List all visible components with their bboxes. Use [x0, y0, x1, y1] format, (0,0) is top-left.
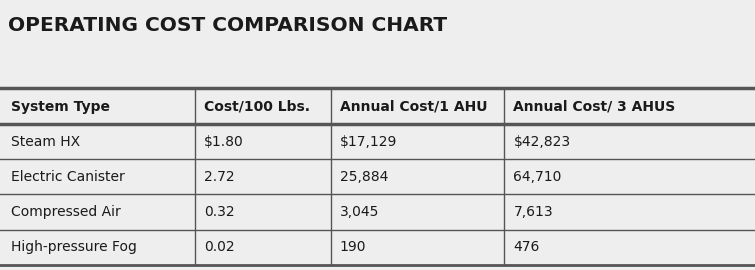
- Text: Compressed Air: Compressed Air: [11, 205, 121, 219]
- Text: 476: 476: [513, 240, 540, 254]
- Text: 25,884: 25,884: [340, 170, 388, 184]
- Text: Annual Cost/ 3 AHUS: Annual Cost/ 3 AHUS: [513, 100, 676, 114]
- Text: System Type: System Type: [11, 100, 110, 114]
- Text: $1.80: $1.80: [204, 135, 244, 149]
- Text: 64,710: 64,710: [513, 170, 562, 184]
- Text: 7,613: 7,613: [513, 205, 553, 219]
- Text: High-pressure Fog: High-pressure Fog: [11, 240, 137, 254]
- Text: 0.32: 0.32: [204, 205, 235, 219]
- Text: $17,129: $17,129: [340, 135, 397, 149]
- Text: OPERATING COST COMPARISON CHART: OPERATING COST COMPARISON CHART: [8, 16, 447, 35]
- Text: Cost/100 Lbs.: Cost/100 Lbs.: [204, 100, 310, 114]
- Text: 3,045: 3,045: [340, 205, 379, 219]
- Text: Annual Cost/1 AHU: Annual Cost/1 AHU: [340, 100, 487, 114]
- Text: 0.02: 0.02: [204, 240, 235, 254]
- Text: $42,823: $42,823: [513, 135, 571, 149]
- Text: 190: 190: [340, 240, 366, 254]
- Text: Steam HX: Steam HX: [11, 135, 81, 149]
- Text: 2.72: 2.72: [204, 170, 235, 184]
- Text: Electric Canister: Electric Canister: [11, 170, 125, 184]
